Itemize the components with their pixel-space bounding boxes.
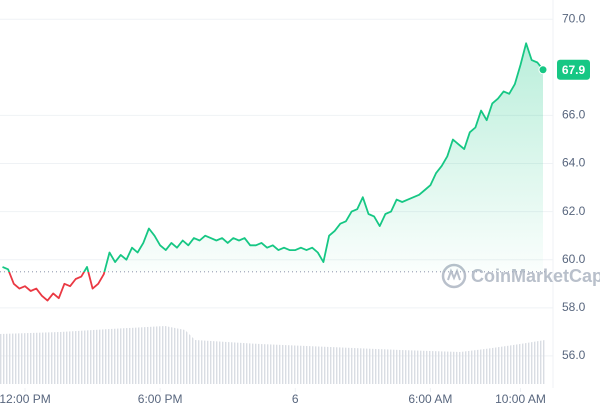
y-tick-label: 56.0 [562, 348, 586, 362]
y-tick-label: 60.0 [562, 252, 586, 266]
plot: 67.9 [0, 42, 590, 302]
x-tick-label: 6 [292, 392, 299, 406]
current-price-dot [538, 65, 548, 75]
volume-decoration [0, 326, 545, 384]
price-line [2, 42, 544, 302]
x-tick-label: 12:00 PM [0, 392, 51, 406]
current-price-badge [557, 59, 590, 80]
y-tick-label: 70.0 [562, 11, 586, 25]
y-tick-label: 62.0 [562, 204, 586, 218]
current-price-label: 67.9 [562, 63, 586, 77]
y-tick-label: 66.0 [562, 108, 586, 122]
x-tick-label: 6:00 AM [408, 392, 452, 406]
area [2, 43, 543, 272]
x-tick-label: 10:00 AM [495, 392, 546, 406]
y-tick-label: 58.0 [562, 300, 586, 314]
y-tick-label: 64.0 [562, 156, 586, 170]
watermark-logo-mark [447, 268, 461, 281]
x-tick-label: 6:00 PM [138, 392, 183, 406]
